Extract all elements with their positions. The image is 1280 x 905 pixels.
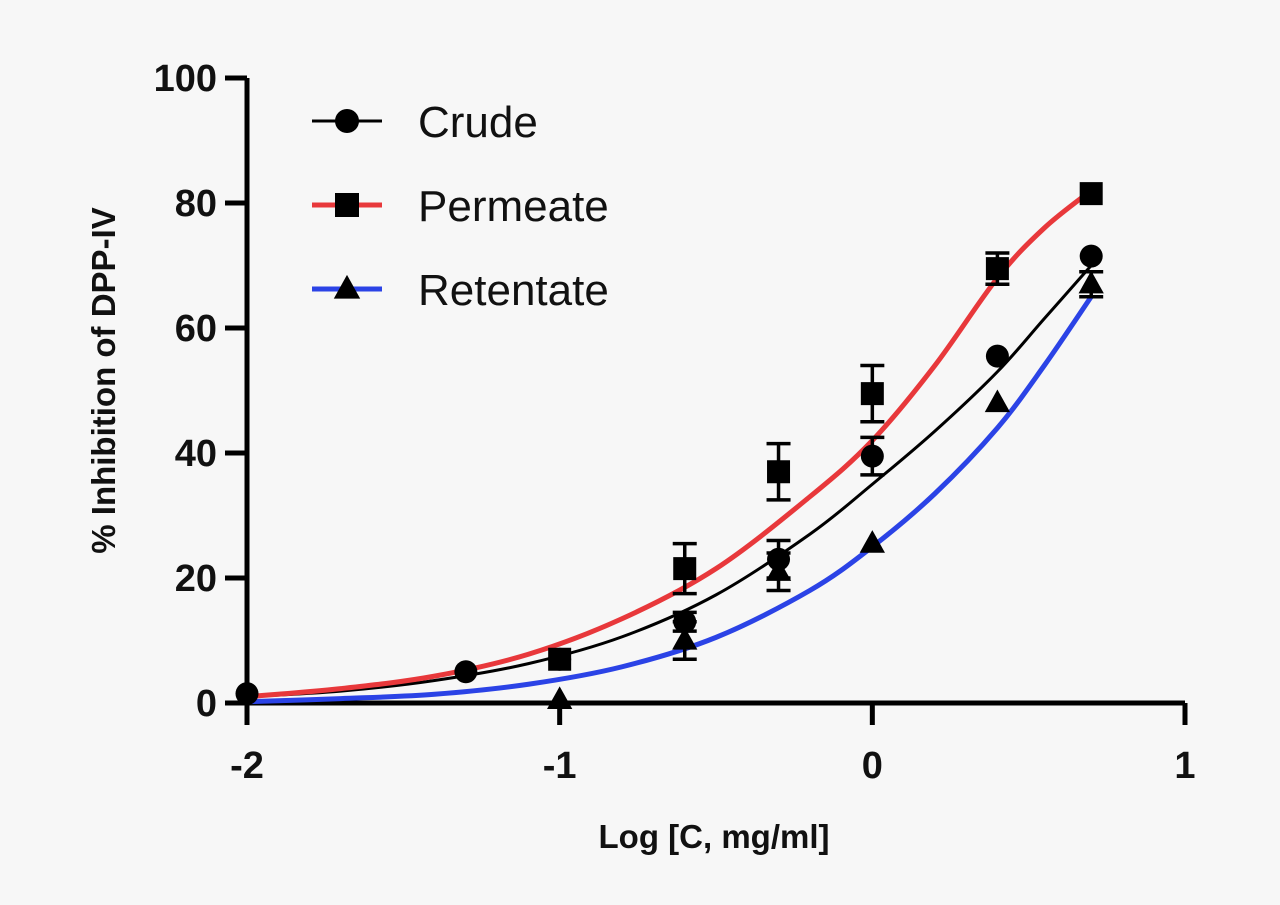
legend-permeate-marker [335,193,359,217]
permeate-point [548,647,572,671]
x-tick-label: 0 [862,745,883,787]
retentate-point [859,530,885,553]
crude-point [860,444,884,468]
legend: Crude Permeate Retentate [312,98,609,315]
fit-curves [244,188,1094,705]
x-tick-label: 1 [1174,745,1195,787]
permeate-point [1079,182,1103,206]
x-axis-title: Log [C, mg/ml] [599,818,830,855]
crude-point [235,682,259,706]
retentate-point [1078,270,1104,294]
x-tick-label: -2 [230,745,264,787]
y-axis-title: % Inhibition of DPP-IV [85,207,122,553]
retentate-point [547,686,573,710]
data-points [235,182,1104,710]
retentate-point [765,558,792,581]
crude-point [454,660,478,684]
y-tick-label: 80 [175,183,217,225]
crude-point [985,344,1009,368]
legend-permeate-label: Permeate [418,182,609,231]
permeate-point [985,257,1009,281]
legend-retentate-marker [333,274,361,299]
crude-fit-curve [245,264,1093,699]
y-tick-label: 100 [154,58,217,100]
y-tick-label: 40 [175,433,217,475]
y-tick-label: 0 [196,683,217,725]
permeate-point [767,460,791,484]
retentate-point [672,626,698,650]
retentate-fit-curve [244,294,1094,705]
crude-point [1079,244,1103,268]
permeate-fit-curve [244,188,1094,700]
permeate-point [673,557,697,581]
x-tick-label: -1 [543,745,577,787]
legend-crude-marker [335,109,359,133]
y-tick-label: 20 [175,558,217,600]
legend-retentate-label: Retentate [418,266,609,315]
legend-crude-label: Crude [418,98,538,147]
retentate-point [984,389,1011,413]
y-tick-label: 60 [175,308,217,350]
permeate-point [860,382,884,406]
